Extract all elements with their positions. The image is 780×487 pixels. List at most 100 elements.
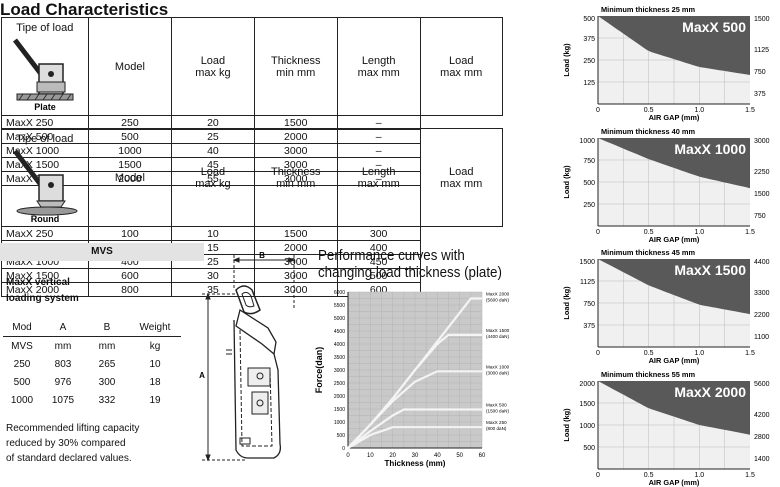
left-tick-label: 250	[583, 58, 595, 65]
y-tick-label: 2000	[334, 394, 345, 400]
header-load: Load max kg	[171, 128, 255, 227]
model-cell: MaxX 250	[1, 226, 89, 241]
x-tick-label: 1.5	[745, 350, 755, 357]
model-cell: MaxX 250	[1, 115, 89, 130]
header-load-text: Load max kg	[195, 165, 231, 190]
right-tick-label: 2250	[754, 169, 770, 176]
x-tick-label: 50	[456, 453, 463, 459]
series-label-name: MaxX 1000	[486, 364, 510, 369]
air-gap-model-label: MaxX 1000	[674, 141, 746, 157]
series-label-name: MaxX 2000	[486, 292, 510, 297]
mvs-technical-drawing: B A	[199, 251, 296, 462]
x-tick-label: 20	[389, 453, 396, 459]
x-tick-label: 0.5	[644, 472, 654, 479]
x-tick-label: 0	[596, 350, 600, 357]
load-area	[598, 381, 750, 435]
plate-tipe-cell: Tipe of load Plate	[1, 17, 89, 116]
performance-title-line2: changing load thickness (plate)	[318, 265, 502, 281]
left-tick-label: 250	[583, 202, 595, 209]
x-tick-label: 1.0	[694, 472, 704, 479]
air-gap-chart-title: Minimum thickness 45 mm	[601, 248, 695, 257]
left-tick-label: 375	[583, 323, 595, 330]
mvs-cell: 19	[149, 394, 161, 406]
header-thickness-text: Thickness min mm	[270, 54, 321, 79]
round-load-table: Tipe of load Round Model Load max kg Thi…	[1, 128, 503, 297]
left-tick-label: 2000	[579, 381, 595, 388]
header-load-mm-text: Load max mm	[440, 54, 483, 79]
series-label-value: (1500 daN)	[486, 409, 509, 414]
y-tick-label: 5500	[334, 303, 345, 309]
right-tick-label: 5600	[754, 381, 770, 388]
header-length-text: Length max mm	[357, 165, 400, 190]
right-tick-label: 4200	[754, 412, 770, 419]
y-axis-label: Force(dan)	[314, 347, 324, 394]
left-tick-label: 1500	[579, 259, 595, 266]
left-tick-label: 750	[583, 301, 595, 308]
header-length: Length max mm	[336, 17, 421, 116]
air-gap-model-label: MaxX 2000	[674, 384, 746, 400]
right-tick-label: 1500	[754, 191, 770, 198]
value-cell: 1500	[253, 226, 338, 241]
load-area	[598, 16, 750, 75]
load-area	[598, 138, 750, 189]
x-tick-label: 1.5	[745, 229, 755, 236]
air-gap-chart-title: Minimum thickness 55 mm	[601, 370, 695, 379]
right-tick-label: 750	[754, 213, 766, 220]
value-cell: 600	[87, 268, 173, 283]
performance-title-line1: Performance curves with	[318, 248, 465, 264]
mvs-desc-line1: MaxX vertical	[6, 277, 70, 288]
round-tipe-label: Tipe of load	[16, 133, 74, 145]
series-label: MaxX 500(1500 daN)	[486, 403, 509, 414]
table-row: MaxX 2000 800 35 3000 600	[1, 282, 503, 297]
x-axis-label: AIR GAP (mm)	[649, 235, 700, 244]
series-label-name: MaxX 250	[486, 420, 507, 425]
series-label: MaxX 1000(3000 daN)	[486, 364, 510, 375]
mvs-section-bar: MVS	[0, 243, 204, 261]
magnet-on-round-icon: Round	[12, 149, 78, 224]
value-cell: 10	[171, 226, 255, 241]
y-tick-label: 5000	[334, 316, 345, 322]
plate-tipe-label: Tipe of load	[16, 22, 74, 34]
right-tick-label: 3300	[754, 290, 770, 297]
left-tick-label: 750	[583, 158, 595, 165]
mvs-header-mod: Mod	[3, 318, 41, 337]
mvs-note-line2: reduced by 30% compared	[6, 438, 126, 449]
y-axis-label: Load (kg)	[562, 43, 571, 77]
series-label-value: (5600 daN)	[486, 298, 509, 303]
mvs-header-b: B	[85, 318, 129, 337]
header-load-mm: Load max mm	[419, 128, 503, 227]
header-model: Model	[87, 17, 173, 116]
right-tick-label: 3000	[754, 138, 770, 145]
left-tick-label: 1500	[579, 401, 595, 408]
series-line	[347, 426, 482, 449]
y-tick-label: 2500	[334, 381, 345, 387]
x-tick-label: 0.5	[644, 350, 654, 357]
value-cell: 3000	[253, 282, 338, 297]
y-axis-label: Load (kg)	[562, 165, 571, 199]
series-label: MaxX 1500(4400 daN)	[486, 328, 510, 339]
series-label-value: (4400 daN)	[486, 334, 509, 339]
air-gap-chart-title: Minimum thickness 40 mm	[601, 127, 695, 136]
mvs-header-weight: Weight	[129, 318, 181, 337]
x-axis-label: Thickness (mm)	[385, 459, 446, 468]
header-thickness: Thickness min mm	[253, 128, 338, 227]
magnet-on-plate-icon: Plate	[12, 38, 74, 112]
x-tick-label: 30	[412, 453, 419, 459]
series-label: MaxX 250(800 daN)	[486, 420, 507, 431]
x-axis-label: AIR GAP (mm)	[649, 356, 700, 365]
left-tick-label: 375	[583, 36, 595, 43]
x-axis-label: AIR GAP (mm)	[649, 113, 700, 122]
series-label-name: MaxX 500	[486, 403, 507, 408]
air-gap-chart-title: Minimum thickness 25 mm	[601, 5, 695, 14]
mvs-table: Mod A B Weight MVS mm mm kg 250 803 265 …	[3, 318, 181, 409]
air-gap-chart: Minimum thickness 45 mm MaxX 1500 1500 1125…	[562, 248, 770, 365]
mvs-desc-line2: loading system	[6, 293, 79, 304]
right-tick-label: 1400	[754, 456, 770, 463]
page-title: Load Characteristics	[0, 0, 169, 19]
x-tick-label: 1.0	[694, 350, 704, 357]
y-tick-label: 1500	[334, 407, 345, 413]
x-tick-label: 0	[596, 472, 600, 479]
y-tick-label: 4500	[334, 329, 345, 335]
header-load: Load max kg	[171, 17, 255, 116]
value-cell: 300	[336, 226, 421, 241]
